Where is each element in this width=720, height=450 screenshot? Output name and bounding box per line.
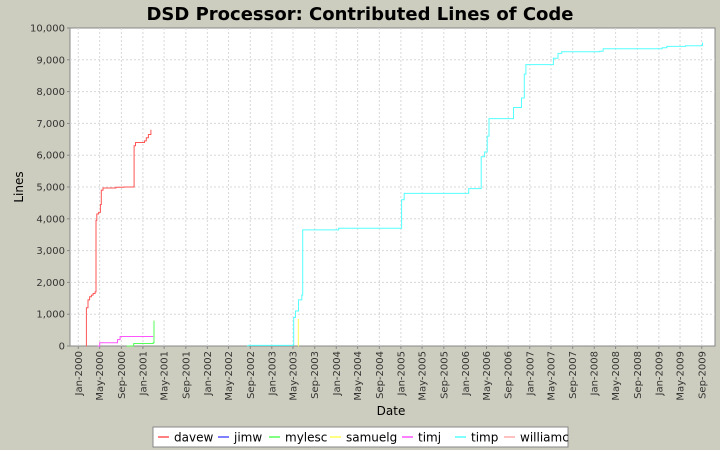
- y-tick-label: 7,000: [36, 119, 65, 130]
- x-tick-label: May-2000: [95, 351, 106, 401]
- x-tick-label: May-2005: [418, 351, 429, 401]
- x-tick-label: May-2009: [676, 351, 687, 401]
- x-tick-label: Jan-2003: [267, 351, 278, 396]
- legend-label-mylesc: mylesc: [285, 431, 327, 445]
- x-tick-label: Sep-2000: [117, 351, 128, 399]
- series-group: [85, 42, 703, 347]
- x-tick-label: Sep-2003: [310, 351, 321, 399]
- x-tick-label: Sep-2002: [246, 351, 257, 399]
- y-tick-label: 10,000: [30, 24, 65, 35]
- x-tick-label: Jan-2000: [74, 351, 85, 396]
- x-tick-label: Sep-2001: [181, 351, 192, 399]
- legend: davew jimw mylesc samuelg timj timp williamc: [152, 426, 569, 448]
- x-tick-label: May-2004: [353, 351, 364, 401]
- y-tick-label: 9,000: [36, 55, 65, 66]
- series-line-timp: [247, 42, 703, 347]
- x-tick-label: Jan-2006: [461, 351, 472, 396]
- x-tick-label: May-2001: [160, 351, 171, 401]
- x-tick-label: Jan-2007: [525, 351, 536, 396]
- x-tick-label: Sep-2006: [504, 351, 515, 399]
- x-tick-label: Sep-2008: [633, 351, 644, 399]
- x-tick-label: Sep-2005: [439, 351, 450, 399]
- legend-label-jimw: jimw: [233, 431, 262, 445]
- series-line-mylesc: [126, 320, 155, 347]
- y-tick-label: 8,000: [36, 87, 65, 98]
- series-line-timj: [97, 336, 154, 347]
- legend-label-timp: timp: [471, 431, 498, 445]
- x-tick-label: Jan-2004: [332, 351, 343, 396]
- x-tick-label: May-2002: [224, 351, 235, 401]
- x-tick-label: Sep-2009: [697, 351, 708, 399]
- legend-box: [152, 426, 569, 448]
- y-tick-label: 6,000: [36, 151, 65, 162]
- y-tick-label: 0: [59, 342, 65, 353]
- x-tick-label: Jan-2009: [654, 351, 665, 396]
- y-tick-label: 4,000: [36, 214, 65, 225]
- legend-label-davew: davew: [174, 431, 213, 445]
- y-tick-label: 5,000: [36, 183, 65, 194]
- chart-title: DSD Processor: Contributed Lines of Code: [146, 4, 573, 25]
- x-tick-label: Sep-2007: [568, 351, 579, 399]
- x-tick-label: May-2006: [482, 351, 493, 401]
- x-axis: Jan-2000 May-2000 Sep-2000 Jan-2001 May-2001…: [74, 346, 708, 401]
- x-tick-label: Jan-2002: [203, 351, 214, 396]
- x-tick-label: May-2003: [289, 351, 300, 401]
- y-tick-label: 1,000: [36, 310, 65, 321]
- x-tick-label: Sep-2004: [375, 351, 386, 399]
- y-axis-label: Lines: [12, 171, 26, 202]
- x-tick-label: May-2007: [546, 351, 557, 401]
- legend-label-samuelg: samuelg: [346, 431, 397, 445]
- x-tick-label: Jan-2005: [396, 351, 407, 396]
- x-tick-label: Jan-2008: [590, 351, 601, 396]
- series-line-davew: [85, 129, 152, 347]
- legend-label-timj: timj: [418, 431, 441, 445]
- x-tick-label: May-2008: [611, 351, 622, 401]
- y-axis: 0 1,000 2,000 3,000 4,000 5,000 6,000 7,000 8,00…: [30, 24, 70, 353]
- x-axis-label: Date: [377, 404, 406, 418]
- x-tick-label: Jan-2001: [138, 351, 149, 396]
- y-tick-label: 2,000: [36, 278, 65, 289]
- legend-label-williamc: williamc: [520, 431, 569, 445]
- grid-lines: [70, 28, 715, 346]
- y-tick-label: 3,000: [36, 246, 65, 257]
